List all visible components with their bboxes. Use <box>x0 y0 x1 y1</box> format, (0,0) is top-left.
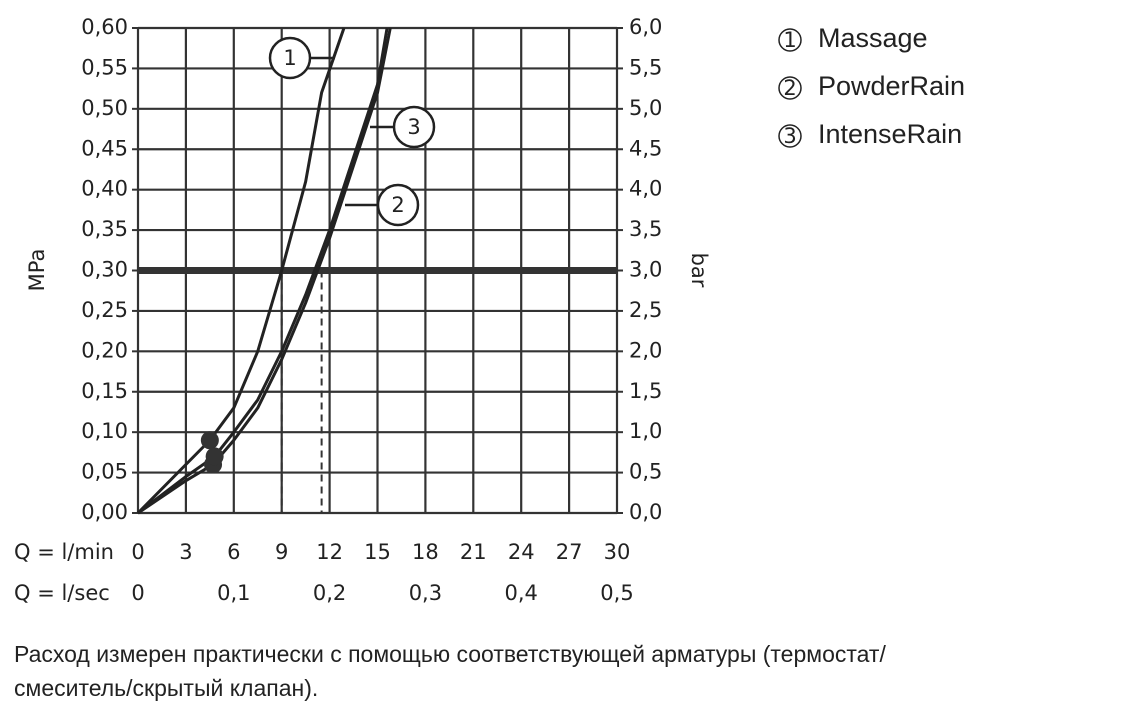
series-callout-label: 2 <box>391 193 404 217</box>
y2-tick-label: 0,5 <box>629 460 662 484</box>
y-tick-label: 0,05 <box>81 460 128 484</box>
x-tick-label: 6 <box>227 540 240 564</box>
y2-tick-label: 5,5 <box>629 55 662 79</box>
x2-axis-label: Q = l/sec <box>14 581 110 605</box>
x2-tick-label: 0,2 <box>313 581 346 605</box>
x-tick-label: 9 <box>275 540 288 564</box>
legend-label: IntenseRain <box>818 119 962 149</box>
y-tick-label: 0,55 <box>81 55 128 79</box>
y-tick-label: 0,35 <box>81 217 128 241</box>
y2-tick-label: 4,0 <box>629 177 662 201</box>
y-tick-label: 0,40 <box>81 177 128 201</box>
caption: смеситель/скрытый клапан). <box>14 675 318 701</box>
start-marker <box>200 431 219 450</box>
x-tick-label: 0 <box>131 540 144 564</box>
x2-tick-label: 0 <box>131 581 144 605</box>
series-callout <box>392 105 436 149</box>
x-tick-label: 3 <box>179 540 192 564</box>
y-tick-label: 0,45 <box>81 136 128 160</box>
x-tick-label: 12 <box>316 540 343 564</box>
y2-tick-label: 3,5 <box>629 217 662 241</box>
y2-tick-label: 3,0 <box>629 258 662 282</box>
series-line <box>136 27 346 515</box>
x2-tick-label: 0,5 <box>600 581 633 605</box>
x-tick-label: 27 <box>556 540 583 564</box>
legend-marker <box>778 76 802 100</box>
y2-tick-label: 5,0 <box>629 96 662 120</box>
series-line <box>137 27 392 515</box>
y2-tick-label: 0,0 <box>629 500 662 524</box>
y-tick-label: 0,50 <box>81 96 128 120</box>
y-tick-label: 0,10 <box>81 419 128 443</box>
x2-tick-label: 0,3 <box>409 581 442 605</box>
legend-marker-label: 1 <box>783 28 796 52</box>
x-tick-label: 30 <box>604 540 631 564</box>
y-tick-label: 0,15 <box>81 379 128 403</box>
y-tick-label: 0,20 <box>81 338 128 362</box>
series-callout <box>268 36 312 80</box>
x-tick-label: 15 <box>364 540 391 564</box>
y2-tick-label: 6,0 <box>629 15 662 39</box>
series-callout <box>376 183 420 227</box>
y2-tick-label: 1,0 <box>629 419 662 443</box>
y-tick-label: 0,60 <box>81 15 128 39</box>
y-tick-label: 0,00 <box>81 500 128 524</box>
series-callout-label: 1 <box>283 46 296 70</box>
y2-tick-label: 2,5 <box>629 298 662 322</box>
x-axis-label: Q = l/min <box>14 540 114 564</box>
legend-marker <box>778 28 802 52</box>
y2-tick-label: 4,5 <box>629 136 662 160</box>
y-tick-label: 0,30 <box>81 258 128 282</box>
legend-marker <box>778 124 802 148</box>
legend-label: PowderRain <box>818 71 965 101</box>
series-callout-label: 3 <box>407 115 420 139</box>
y2-tick-label: 1,5 <box>629 379 662 403</box>
x-tick-label: 24 <box>508 540 535 564</box>
y-axis-label: MPa <box>25 249 49 292</box>
x2-tick-label: 0,4 <box>504 581 537 605</box>
x2-tick-label: 0,1 <box>217 581 250 605</box>
legend-label: Massage <box>818 23 928 53</box>
y2-tick-label: 2,0 <box>629 338 662 362</box>
x-tick-label: 21 <box>460 540 487 564</box>
legend-marker-label: 3 <box>783 124 796 148</box>
y2-axis-label: bar <box>687 253 711 288</box>
legend-marker-label: 2 <box>783 76 796 100</box>
x-tick-label: 18 <box>412 540 439 564</box>
y-tick-label: 0,25 <box>81 298 128 322</box>
start-marker <box>205 447 224 466</box>
caption: Расход измерен практически с помощью соо… <box>14 641 886 667</box>
